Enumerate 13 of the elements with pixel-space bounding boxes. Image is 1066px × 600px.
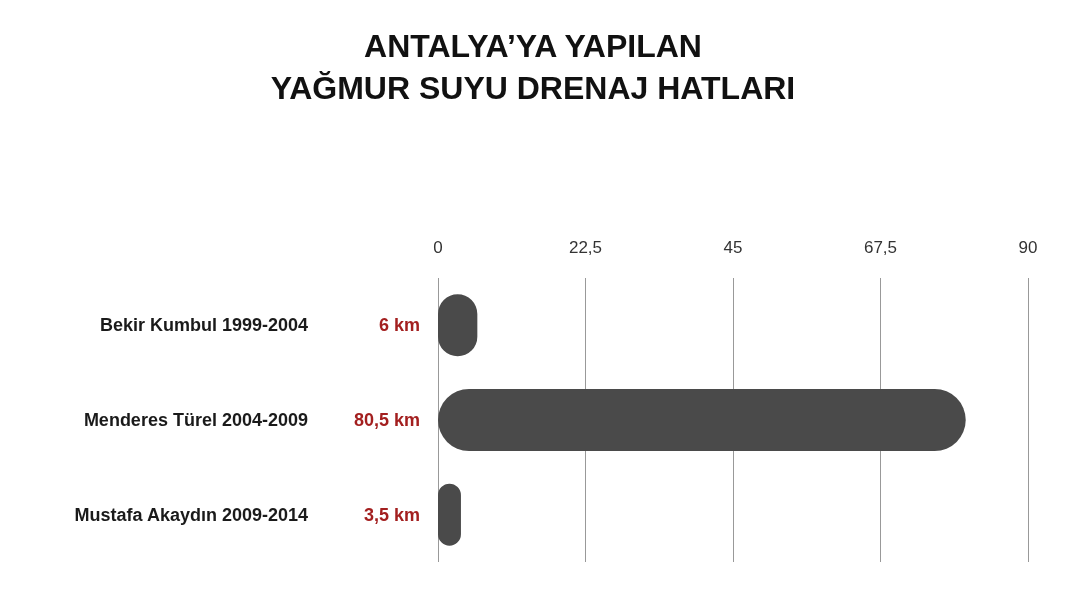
bar — [438, 389, 966, 451]
x-tick-label: 45 — [723, 238, 743, 257]
x-tick-label: 22,5 — [568, 238, 603, 257]
y-tick-label: Menderes Türel 2004-2009 — [83, 410, 308, 430]
data-label: 80,5 km — [353, 410, 420, 430]
x-tick-label: 0 — [433, 238, 443, 257]
y-tick-label: Mustafa Akaydın 2009-2014 — [74, 504, 308, 525]
y-tick-label: Bekir Kumbul 1999-2004 — [99, 315, 308, 336]
chart-title: ANTALYA’YA YAPILAN YAĞMUR SUYU DRENAJ HATLARI — [270, 28, 796, 106]
data-label: 6 km — [378, 315, 420, 336]
data-label: 3,5 km — [363, 504, 420, 525]
x-tick-label: 90 — [1018, 238, 1038, 257]
x-tick-label: 67,5 — [863, 238, 898, 257]
